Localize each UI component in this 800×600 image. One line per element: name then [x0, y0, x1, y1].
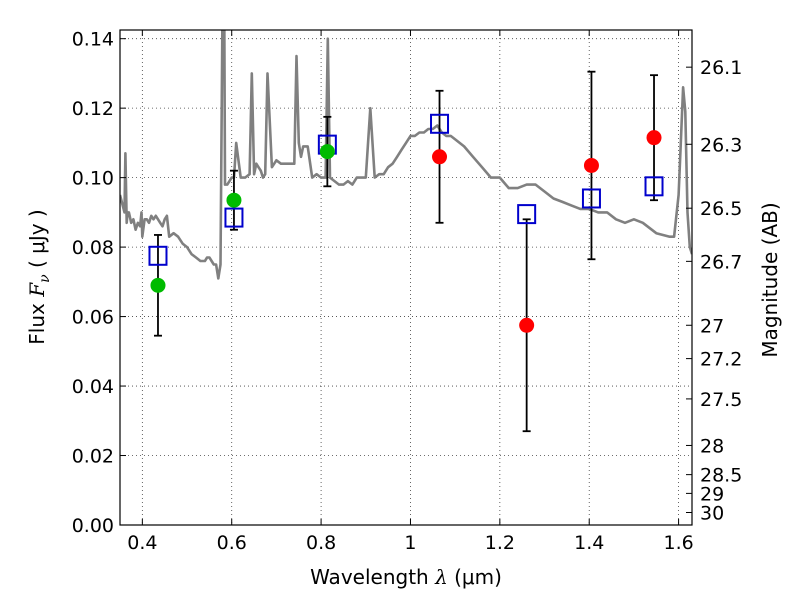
x-tick-label: 0.4 [127, 532, 157, 554]
x-tick-label: 0.8 [306, 532, 336, 554]
observed-flux-point [319, 144, 335, 160]
y-tick-label: 0.00 [72, 515, 114, 537]
observed-flux-point [432, 149, 448, 165]
magnitude-tick-label: 26.3 [700, 134, 742, 156]
x-axis-label: Wavelength λ (μm) [310, 565, 502, 589]
model-flux-box [148, 245, 168, 266]
marker-layer [148, 70, 664, 433]
magnitude-tick-label: 28.5 [700, 465, 742, 487]
y-tick-label: 0.04 [72, 376, 114, 398]
y-tick-label: 0.08 [72, 237, 114, 259]
y-tick-label: 0.06 [72, 307, 114, 329]
observed-flux-point [519, 317, 535, 333]
axis-layer: 0.4 0.6 0.8 1 1.2 1.4 1.6 0.00 0.02 0.04 0.06 0.08 0… [72, 29, 743, 554]
model-flux-box [581, 188, 601, 209]
model-flux-box [430, 113, 450, 134]
observed-flux-point [150, 277, 166, 293]
y-tick-label: 0.10 [72, 168, 114, 190]
plot-frame [119, 29, 693, 526]
x-tick-label: 1.6 [663, 532, 693, 554]
magnitude-tick-label: 27.2 [700, 349, 742, 371]
plot-layer [120, 30, 692, 280]
observed-flux-point [646, 130, 662, 146]
y-tick-label: 0.02 [72, 446, 114, 468]
magnitude-tick-label: 26.5 [700, 198, 742, 220]
observed-flux-point [583, 157, 599, 173]
magnitude-tick-label: 28 [700, 435, 724, 457]
magnitude-tick-label: 30 [700, 502, 724, 524]
magnitude-tick-label: 29 [700, 483, 724, 505]
x-tick-label: 1.4 [574, 532, 604, 554]
model-flux-box [644, 176, 664, 197]
x-tick-label: 0.6 [217, 532, 247, 554]
model-flux-box [517, 204, 537, 225]
magnitude-tick-label: 26.7 [700, 251, 742, 273]
grid-layer [120, 30, 692, 526]
y-tick-label: 0.12 [72, 98, 114, 120]
model-flux-box [224, 207, 244, 228]
observed-flux-point [226, 192, 242, 208]
y-tick-label: 0.14 [72, 29, 114, 51]
x-tick-label: 1 [404, 532, 416, 554]
y2-axis-label: Magnitude (AB) [758, 202, 782, 357]
model-spectrum-line [120, 30, 692, 280]
y-axis-label: Flux Fν ( μJy ) [25, 209, 53, 344]
magnitude-tick-label: 27.5 [700, 389, 742, 411]
magnitude-tick-label: 26.1 [700, 57, 742, 79]
magnitude-tick-label: 27 [700, 315, 724, 337]
x-tick-label: 1.2 [485, 532, 515, 554]
